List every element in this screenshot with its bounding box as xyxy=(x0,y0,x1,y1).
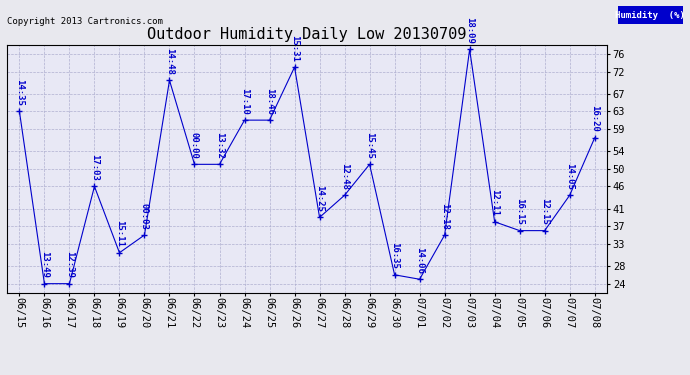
Text: Copyright 2013 Cartronics.com: Copyright 2013 Cartronics.com xyxy=(7,17,163,26)
Text: 13:32: 13:32 xyxy=(215,132,224,159)
Text: Humidity  (%): Humidity (%) xyxy=(615,11,685,20)
Text: 12:15: 12:15 xyxy=(540,198,549,225)
Text: 14:35: 14:35 xyxy=(15,79,24,106)
Text: 00:03: 00:03 xyxy=(140,202,149,229)
Text: 14:48: 14:48 xyxy=(165,48,174,75)
Text: 14:25: 14:25 xyxy=(315,185,324,212)
Text: 15:31: 15:31 xyxy=(290,34,299,62)
Text: 15:45: 15:45 xyxy=(365,132,374,159)
Text: 17:10: 17:10 xyxy=(240,88,249,115)
Text: 18:09: 18:09 xyxy=(465,17,474,44)
Text: 18:46: 18:46 xyxy=(265,88,274,115)
Text: 17:03: 17:03 xyxy=(90,154,99,181)
Text: 14:05: 14:05 xyxy=(565,163,574,190)
Text: 12:18: 12:18 xyxy=(440,202,449,229)
Text: 00:00: 00:00 xyxy=(190,132,199,159)
Text: 12:48: 12:48 xyxy=(340,163,349,190)
Title: Outdoor Humidity Daily Low 20130709: Outdoor Humidity Daily Low 20130709 xyxy=(148,27,466,42)
Text: 16:15: 16:15 xyxy=(515,198,524,225)
Text: 12:11: 12:11 xyxy=(490,189,499,216)
Text: 16:20: 16:20 xyxy=(590,105,599,132)
Text: 15:11: 15:11 xyxy=(115,220,124,247)
Text: 13:49: 13:49 xyxy=(40,251,49,278)
Text: 12:39: 12:39 xyxy=(65,251,74,278)
Text: 14:06: 14:06 xyxy=(415,247,424,274)
Text: 16:35: 16:35 xyxy=(390,242,399,269)
